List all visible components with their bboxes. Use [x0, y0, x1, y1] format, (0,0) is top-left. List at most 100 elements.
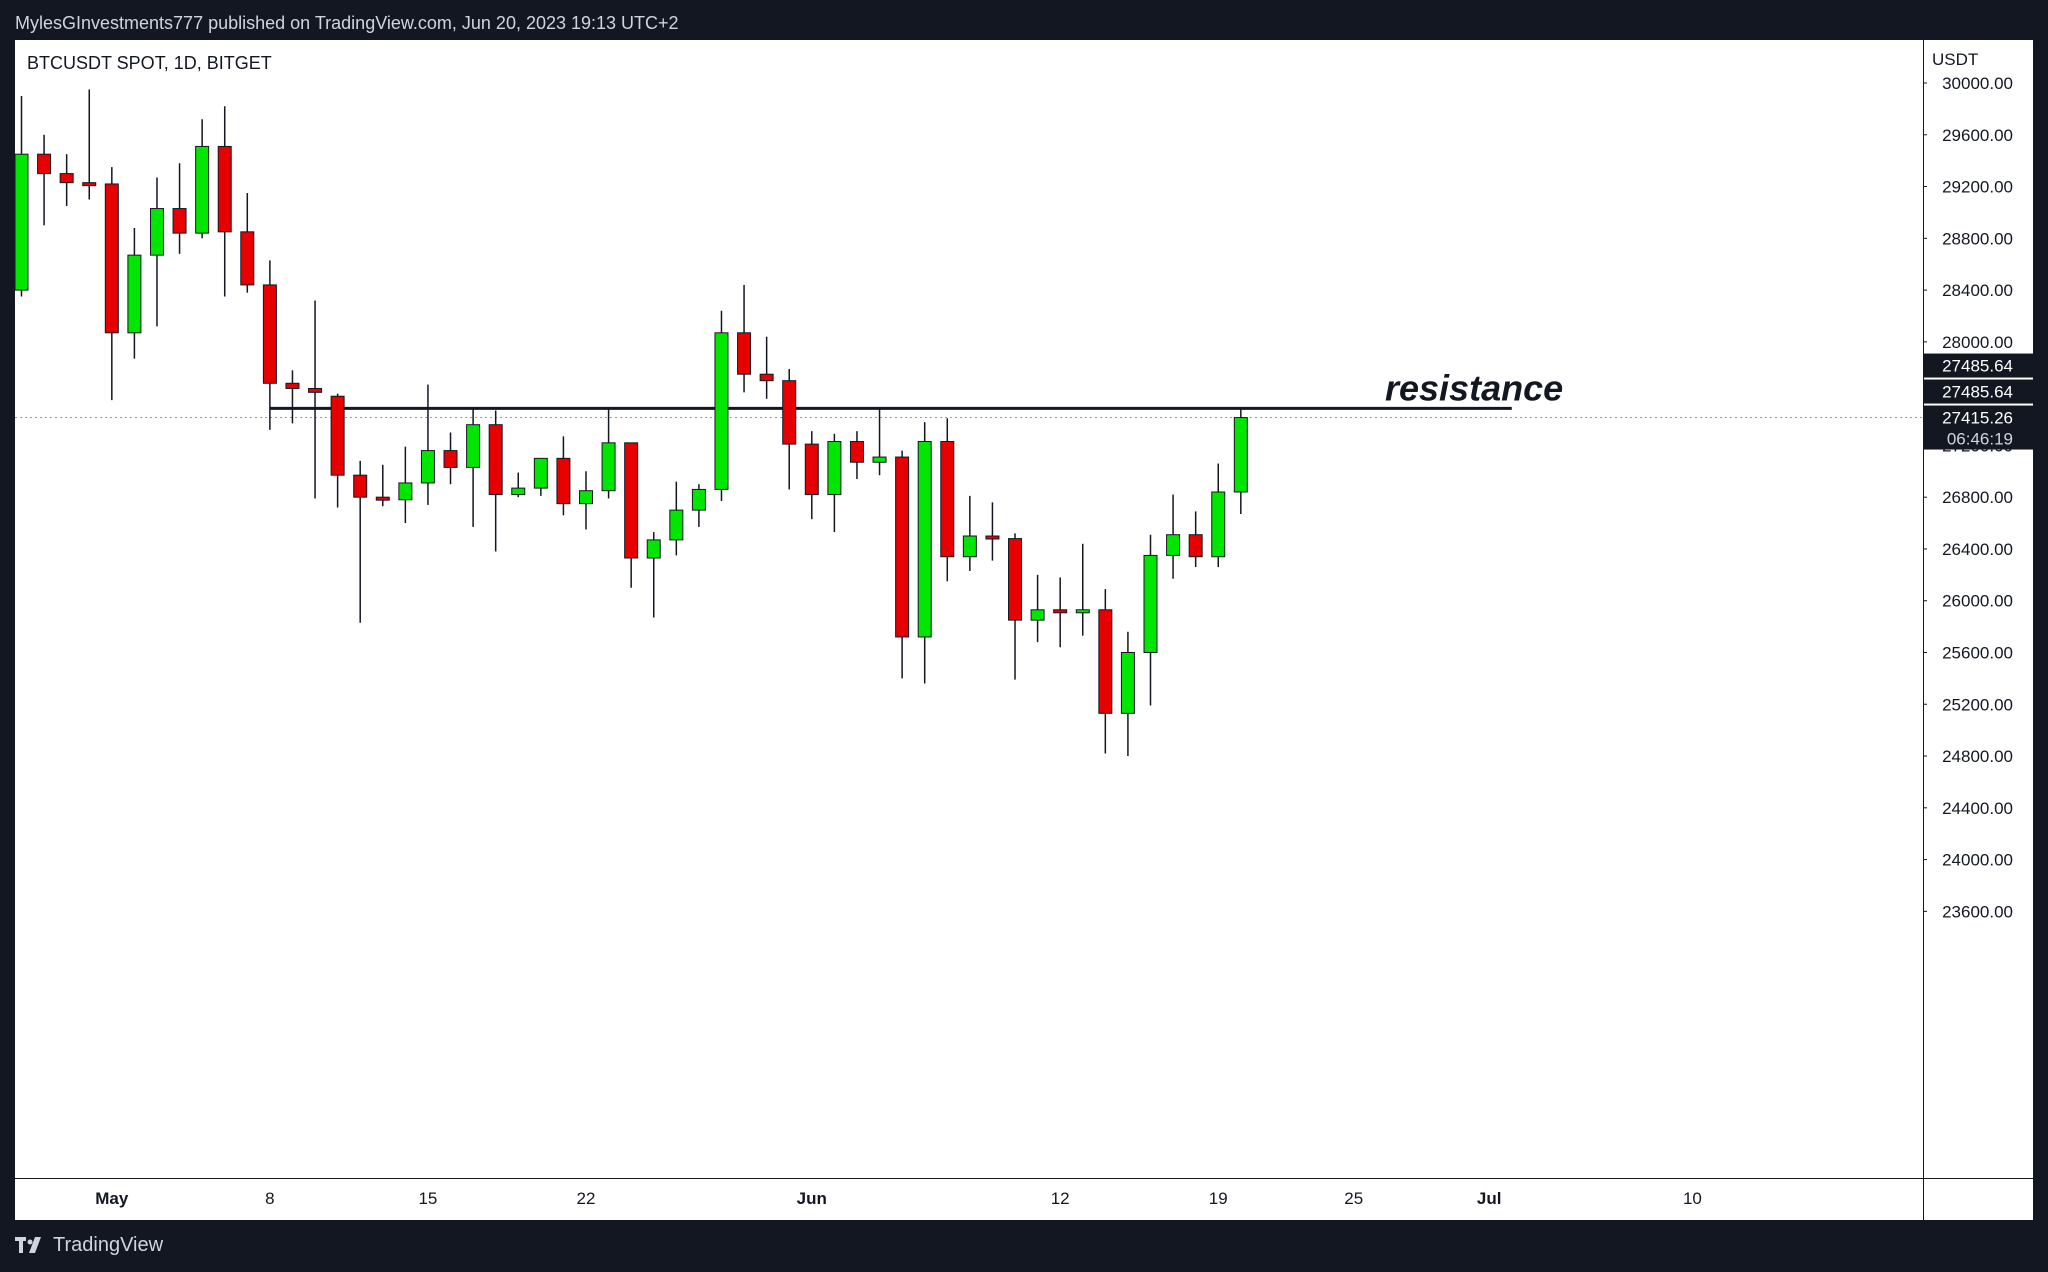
candle-body[interactable]	[262, 284, 277, 384]
plot-area[interactable]	[15, 40, 1923, 1178]
candle-body[interactable]	[782, 380, 797, 445]
time-tick-label: May	[95, 1189, 129, 1208]
candle-body[interactable]	[240, 231, 255, 286]
brand-label: TradingView	[53, 1234, 164, 1256]
price-tick-label: 25200.00	[1942, 695, 2013, 714]
candle-body[interactable]	[1120, 651, 1135, 714]
candle-body[interactable]	[398, 482, 413, 501]
current-price-label: 27415.26	[1942, 409, 2013, 428]
price-tick-label: 25600.00	[1942, 643, 2013, 662]
resistance-price-label: 27485.64	[1942, 383, 2013, 402]
candle-body[interactable]	[1098, 609, 1113, 714]
candle-body[interactable]	[917, 441, 932, 638]
candle-body[interactable]	[466, 424, 481, 468]
resistance-label: resistance	[1385, 367, 1563, 408]
candle-body[interactable]	[1075, 609, 1090, 614]
candle-body[interactable]	[962, 535, 977, 558]
price-tick-label: 28800.00	[1942, 229, 2013, 248]
candle-body[interactable]	[308, 387, 323, 393]
price-tick-label: 28400.00	[1942, 281, 2013, 300]
chart-panel[interactable]: 23600.00 24000.00 24400.00 24800.00 25200.00…	[15, 40, 2033, 1220]
publisher-header: MylesGInvestments777 published on Tradin…	[0, 0, 2048, 40]
candle-body[interactable]	[217, 145, 232, 233]
current-price-label-bg	[1923, 405, 2033, 450]
candle-body[interactable]	[895, 456, 910, 638]
candle-body[interactable]	[1008, 538, 1023, 621]
candle-body[interactable]	[59, 173, 74, 184]
footer-bar: TradingView	[0, 1220, 2048, 1272]
price-tick-label: 28000.00	[1942, 333, 2013, 352]
publisher-text: MylesGInvestments777 published on Tradin…	[15, 13, 679, 33]
candle-body[interactable]	[443, 450, 458, 468]
candle-body[interactable]	[82, 182, 97, 187]
candle-body[interactable]	[149, 208, 164, 256]
countdown-label: 06:46:19	[1947, 430, 2013, 449]
candle-body[interactable]	[1053, 609, 1068, 614]
candle-body[interactable]	[172, 208, 187, 234]
candle-body[interactable]	[37, 153, 52, 175]
candle-body[interactable]	[579, 490, 593, 505]
price-tick-label: 29600.00	[1942, 126, 2013, 145]
candle-body[interactable]	[1166, 534, 1181, 556]
candle-body[interactable]	[669, 509, 684, 541]
price-tick-label: 26400.00	[1942, 540, 2013, 559]
time-tick-label: Jun	[797, 1189, 827, 1208]
candle-body[interactable]	[940, 441, 955, 558]
candle-body[interactable]	[714, 332, 729, 490]
candle-body[interactable]	[195, 145, 210, 234]
resistance-price-label-bg	[1923, 353, 2033, 378]
resistance-price-label-bg	[1923, 379, 2033, 404]
candle-body[interactable]	[646, 539, 661, 559]
candle-body[interactable]	[1188, 534, 1203, 558]
price-tick-label: 24400.00	[1942, 799, 2013, 818]
candlestick-chart[interactable]: 23600.00 24000.00 24400.00 24800.00 25200.00…	[15, 40, 2033, 1220]
candle-body[interactable]	[872, 456, 887, 463]
candle-body[interactable]	[127, 254, 142, 334]
resistance-price-label: 27485.64	[1942, 357, 2013, 376]
time-tick-label: 19	[1209, 1189, 1228, 1208]
time-tick-label: 25	[1344, 1189, 1363, 1208]
candle-body[interactable]	[1030, 609, 1045, 621]
price-tick-label: 29200.00	[1942, 178, 2013, 197]
candle-body[interactable]	[601, 442, 616, 492]
price-axis[interactable]	[1923, 40, 2033, 1220]
tradingview-logo-icon	[15, 1236, 41, 1253]
candle-body[interactable]	[827, 441, 842, 496]
candle-body[interactable]	[104, 183, 119, 334]
time-tick-label: Jul	[1477, 1189, 1502, 1208]
candle-body[interactable]	[849, 441, 864, 463]
time-tick-label: 8	[265, 1189, 274, 1208]
price-tick-label: 23600.00	[1942, 902, 2013, 921]
time-tick-label: 10	[1683, 1189, 1702, 1208]
candle-body[interactable]	[1211, 491, 1226, 558]
candle-body[interactable]	[691, 488, 706, 511]
price-tick-label: 30000.00	[1942, 74, 2013, 93]
price-axis-unit: USDT	[1932, 50, 1978, 69]
price-tick-label: 24800.00	[1942, 747, 2013, 766]
candle-body[interactable]	[624, 442, 639, 559]
candle-body[interactable]	[556, 457, 571, 505]
price-tick-label: 26800.00	[1942, 488, 2013, 507]
candle-body[interactable]	[285, 382, 300, 389]
candle-body[interactable]	[533, 457, 548, 489]
time-tick-label: 15	[418, 1189, 437, 1208]
candle-body[interactable]	[737, 332, 752, 375]
candle-body[interactable]	[420, 450, 435, 484]
symbol-title[interactable]: BTCUSDT SPOT, 1D, BITGET	[27, 53, 272, 73]
time-tick-label: 12	[1051, 1189, 1070, 1208]
candle-body[interactable]	[375, 496, 390, 501]
candle-body[interactable]	[1233, 417, 1248, 493]
time-tick-label: 22	[577, 1189, 596, 1208]
candle-body[interactable]	[985, 535, 1000, 540]
tradingview-brand[interactable]: TradingView	[15, 1234, 163, 1257]
candle-body[interactable]	[15, 153, 29, 291]
candle-body[interactable]	[511, 487, 526, 496]
candle-body[interactable]	[804, 443, 819, 496]
candle-body[interactable]	[759, 373, 774, 382]
candle-body[interactable]	[488, 424, 503, 496]
price-tick-label: 26000.00	[1942, 592, 2013, 611]
candle-body[interactable]	[1143, 554, 1158, 653]
price-tick-label: 24000.00	[1942, 851, 2013, 870]
candle-body[interactable]	[353, 474, 368, 498]
candle-body[interactable]	[330, 395, 345, 476]
